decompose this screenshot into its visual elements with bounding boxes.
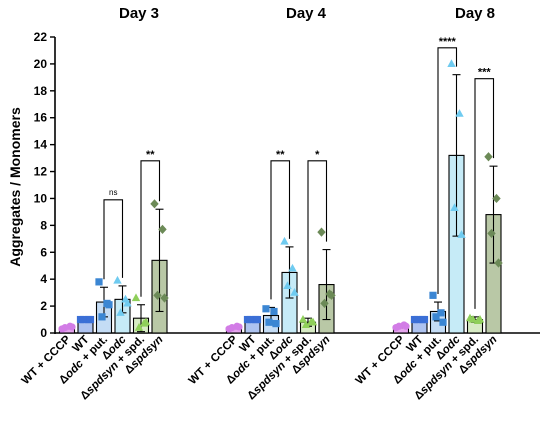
data-point xyxy=(420,315,429,324)
data-point xyxy=(235,323,243,331)
data-point xyxy=(320,298,329,308)
data-point xyxy=(455,109,464,117)
data-point xyxy=(413,315,422,324)
data-point xyxy=(429,291,437,299)
data-point xyxy=(457,230,466,238)
data-point xyxy=(113,275,122,284)
significance-bracket xyxy=(307,160,328,311)
significance-bracket xyxy=(437,47,458,295)
y-tick-label: 2 xyxy=(40,299,47,313)
panel-title: Day 4 xyxy=(286,5,327,22)
data-point xyxy=(61,324,69,332)
y-tick-label: 16 xyxy=(34,111,48,125)
data-point xyxy=(134,323,144,331)
data-point xyxy=(95,278,103,286)
data-point xyxy=(468,314,478,323)
data-point xyxy=(447,59,456,68)
y-tick-label: 8 xyxy=(40,218,47,232)
data-point xyxy=(484,152,493,162)
data-point xyxy=(432,313,440,321)
significance-label: **** xyxy=(439,36,457,48)
data-point xyxy=(290,288,299,296)
data-point xyxy=(327,290,336,300)
panel-title: Day 3 xyxy=(119,5,159,22)
panel-title: Day 8 xyxy=(455,5,495,22)
data-point xyxy=(288,263,297,272)
data-point xyxy=(317,227,326,237)
data-point xyxy=(487,228,496,239)
data-point xyxy=(79,315,88,324)
y-axis-label: Aggregates / Monomers xyxy=(7,107,23,267)
y-tick-label: 10 xyxy=(34,191,48,205)
data-point xyxy=(116,308,125,316)
significance-label: * xyxy=(315,149,320,161)
data-point xyxy=(68,323,76,331)
data-point xyxy=(439,318,447,326)
data-point xyxy=(492,193,501,204)
data-point xyxy=(265,318,273,326)
data-point xyxy=(494,258,503,268)
y-tick-label: 0 xyxy=(40,326,47,340)
data-point xyxy=(270,307,278,316)
data-point xyxy=(262,305,270,313)
data-point xyxy=(158,224,167,234)
significance-bracket xyxy=(140,160,161,297)
data-point xyxy=(301,320,311,329)
data-point xyxy=(298,314,308,323)
significance-bracket xyxy=(103,199,124,280)
y-tick-label: 6 xyxy=(40,245,47,259)
data-point xyxy=(98,313,106,321)
y-tick-label: 18 xyxy=(34,84,48,98)
y-tick-label: 20 xyxy=(34,57,48,71)
data-point xyxy=(123,298,132,307)
significance-label: ** xyxy=(276,149,285,161)
y-tick-label: 14 xyxy=(34,138,48,152)
data-point xyxy=(105,301,113,309)
y-tick-label: 12 xyxy=(34,165,48,179)
significance-label: *** xyxy=(478,67,492,79)
data-point xyxy=(153,290,162,300)
significance-label: ns xyxy=(109,188,117,197)
significance-bracket xyxy=(474,78,495,309)
significance-bracket xyxy=(270,160,291,300)
data-point xyxy=(131,293,141,302)
data-point xyxy=(308,317,318,326)
data-point xyxy=(246,315,255,324)
data-point xyxy=(395,322,403,330)
data-point xyxy=(150,199,159,209)
y-tick-label: 4 xyxy=(40,272,47,286)
data-point xyxy=(160,293,169,303)
y-tick-label: 22 xyxy=(34,30,48,44)
data-point xyxy=(450,203,459,211)
data-point xyxy=(86,315,95,324)
data-point xyxy=(475,314,485,323)
data-point xyxy=(402,322,410,330)
data-point xyxy=(283,281,292,290)
data-point xyxy=(228,324,236,332)
data-point xyxy=(253,315,262,324)
data-point xyxy=(437,309,445,317)
data-point xyxy=(141,317,151,326)
significance-label: ** xyxy=(146,149,155,161)
data-point xyxy=(280,236,289,245)
data-point xyxy=(272,319,280,328)
